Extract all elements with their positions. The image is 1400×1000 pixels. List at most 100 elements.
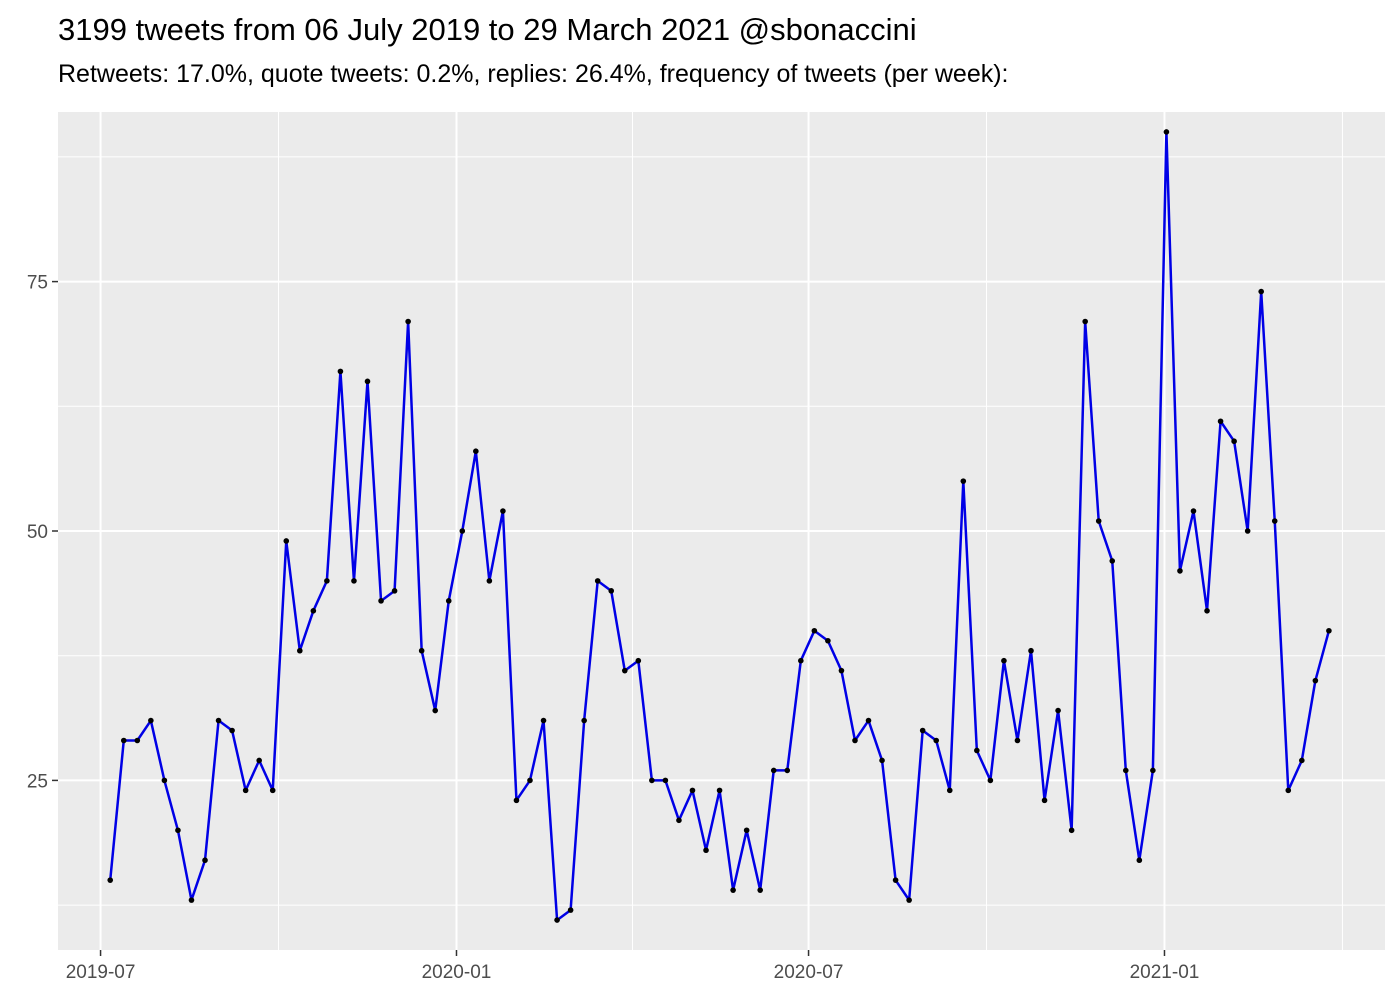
data-point [608,588,615,594]
data-point [1258,288,1264,295]
data-point [1285,787,1292,794]
data-point [527,777,533,784]
data-point [946,787,953,794]
data-point [188,897,195,903]
data-point [500,508,506,514]
data-points [107,129,1332,923]
data-point [594,578,601,584]
data-point [1041,797,1048,804]
data-point [1150,767,1156,774]
data-point [1055,707,1061,714]
data-point [445,598,452,604]
data-point [486,578,493,584]
data-point [825,637,831,644]
data-point [1068,827,1075,834]
data-point [269,787,276,794]
data-point [1028,647,1034,654]
data-point [1271,518,1278,524]
data-point [378,598,384,604]
data-point [554,917,560,923]
data-point [1326,627,1332,634]
data-point [1163,129,1170,135]
data-point [1204,608,1210,614]
chart-title: 3199 tweets from 06 July 2019 to 29 Marc… [58,12,917,47]
data-point [919,727,926,734]
data-point [662,777,669,784]
data-point [310,608,317,614]
data-point [1244,528,1251,534]
data-point [906,897,912,903]
y-tick-label: 75 [27,273,48,294]
data-point [351,578,357,584]
data-point [567,907,574,913]
data-point [215,717,222,724]
data-point [798,657,804,664]
data-point [175,827,181,834]
data-point [513,797,520,804]
data-point [770,767,777,774]
data-point [324,578,330,584]
data-point [716,787,723,794]
grid [58,112,1385,950]
data-point [473,448,479,454]
data-point [391,588,398,594]
data-point [418,647,425,654]
data-point [432,707,439,714]
data-point [1082,318,1088,325]
data-point [364,378,371,385]
data-point [256,757,262,764]
y-tick-label: 25 [27,771,48,792]
data-point [635,657,642,664]
data-point [1312,677,1319,684]
data-point [987,777,994,784]
data-point [1095,518,1102,524]
data-point [1001,657,1007,664]
data-point [134,737,141,744]
data-point [1217,418,1224,425]
data-point [148,717,154,724]
data-point [676,817,682,824]
data-point [242,787,249,794]
data-point [852,737,858,744]
data-point [202,857,208,864]
data-point [689,787,696,794]
data-point [730,887,736,893]
y-tick-label: 50 [27,522,48,543]
x-tick-label: 2020-07 [774,962,844,983]
data-point [1299,757,1305,764]
data-point [1177,568,1183,574]
data-point [865,717,872,724]
data-point [892,877,899,883]
data-point [1136,857,1143,864]
x-tick-label: 2021-01 [1130,962,1200,983]
data-point [1122,767,1129,774]
data-point [107,877,114,883]
data-point [811,627,818,634]
chart-subtitle: Retweets: 17.0%, quote tweets: 0.2%, rep… [58,60,1009,88]
data-point [974,747,980,754]
data-point [459,528,466,534]
data-point [621,667,628,674]
data-point [297,647,303,654]
data-point [743,827,750,834]
data-point [120,737,127,744]
axes: 2019-07 2020-01 2020-07 2021-01 25 50 75 [27,273,1199,983]
data-point [1190,508,1197,514]
data-point [540,717,547,724]
data-point [838,667,845,674]
data-point [581,717,587,724]
data-point [784,767,791,774]
x-tick-label: 2019-07 [66,962,136,983]
data-point [1109,558,1116,564]
data-point [703,847,709,854]
data-point [229,727,235,734]
data-point [649,777,655,784]
x-tick-label: 2020-01 [422,962,492,983]
data-point [933,737,940,744]
data-point [1231,438,1237,445]
data-point [757,887,763,893]
data-point [960,478,967,484]
data-point [879,757,885,764]
data-point [283,538,290,544]
